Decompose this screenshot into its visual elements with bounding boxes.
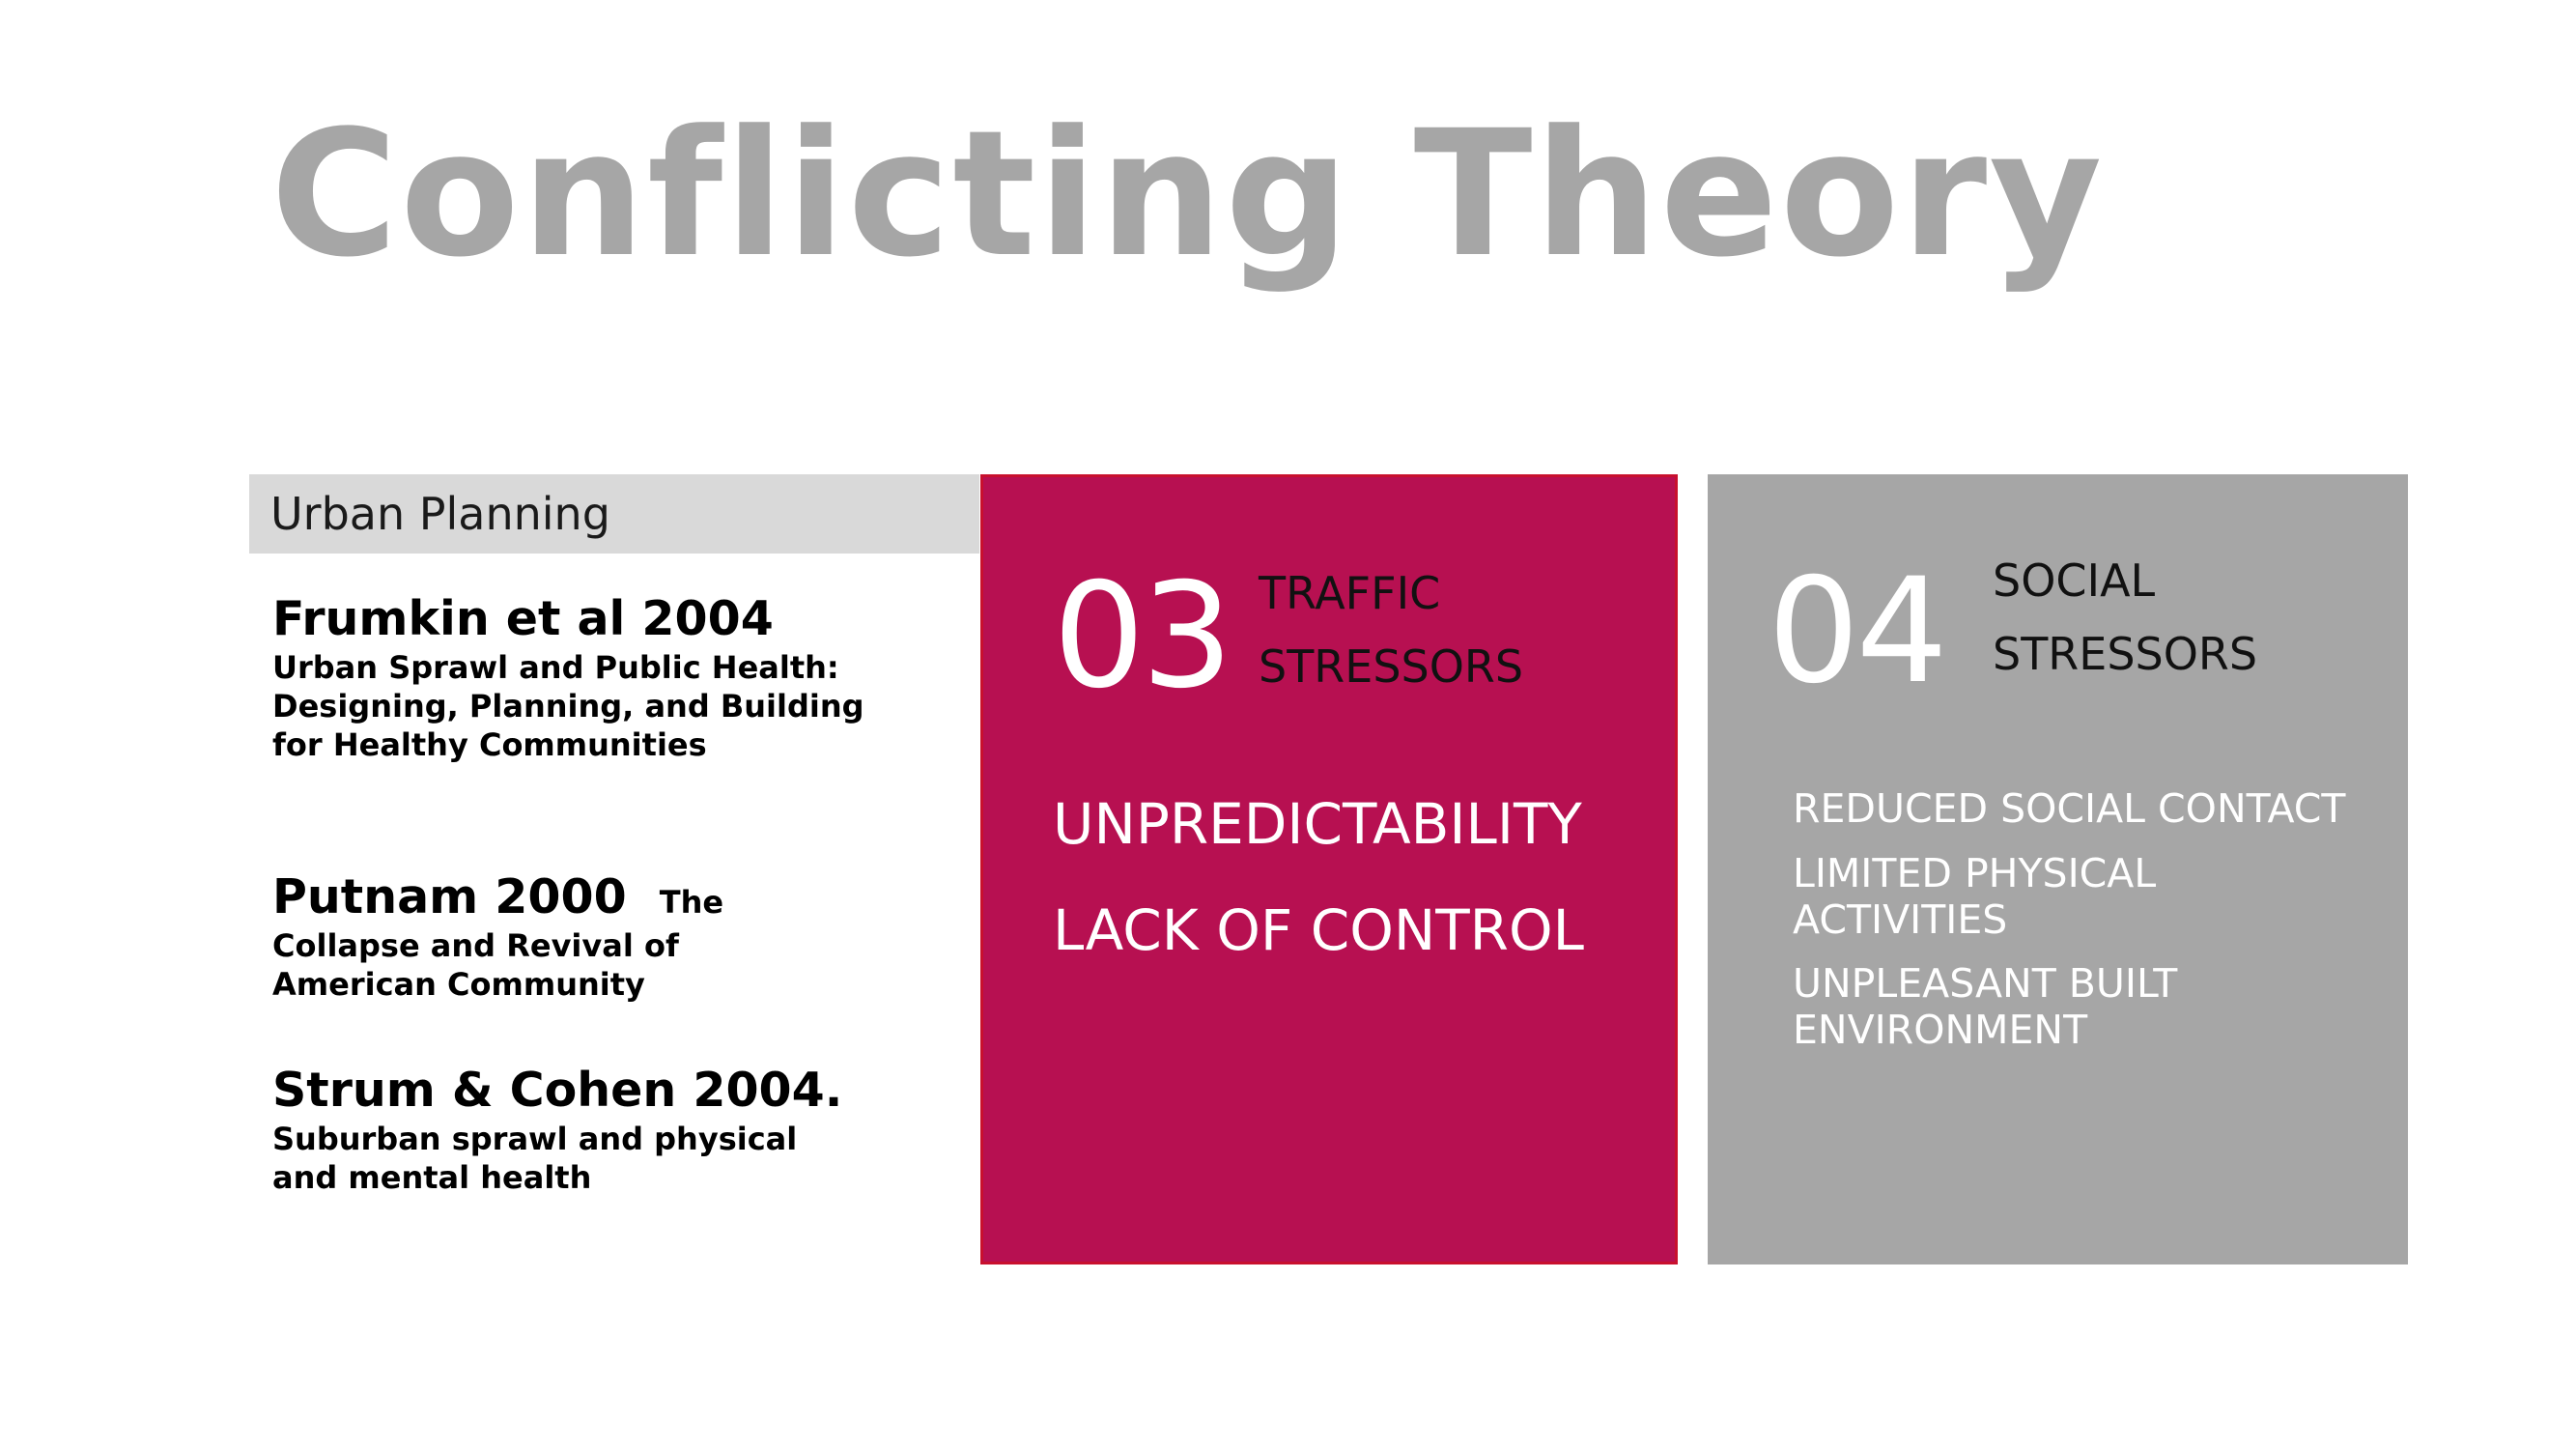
page-title: Conflicting Theory xyxy=(270,94,2105,296)
stressor-item: LIMITED PHYSICAL ACTIVITIES xyxy=(1793,850,2157,943)
reference-frumkin: Frumkin et al 2004 Urban Sprawl and Publ… xyxy=(272,591,929,764)
box-number: 03 xyxy=(1053,553,1233,721)
social-stressors-box: 04 SOCIAL STRESSORS REDUCED SOCIAL CONTA… xyxy=(1708,474,2408,1264)
reference-head: Frumkin et al 2004 xyxy=(272,591,774,646)
box-title: TRAFFIC STRESSORS xyxy=(1259,567,1524,693)
stressor-item: UNPREDICTABILITY xyxy=(1053,791,1582,857)
reference-sub: Suburban sprawl and physical and mental … xyxy=(272,1120,798,1196)
section-label: Urban Planning xyxy=(270,488,610,540)
reference-inline-sub: The xyxy=(659,884,724,921)
stressor-item: LACK OF CONTROL xyxy=(1053,897,1584,963)
reference-sub: Urban Sprawl and Public Health: Designin… xyxy=(272,648,864,763)
stressor-item: REDUCED SOCIAL CONTACT xyxy=(1793,785,2346,832)
reference-head: Putnam 2000 The xyxy=(272,869,929,926)
box-title: SOCIAL STRESSORS xyxy=(1993,554,2258,680)
box-number: 04 xyxy=(1768,548,1948,716)
traffic-stressors-box: 03 TRAFFIC STRESSORS UNPREDICTABILITY LA… xyxy=(980,474,1678,1264)
reference-head: Strum & Cohen 2004. xyxy=(272,1063,843,1118)
reference-putnam: Putnam 2000 The Collapse and Revival of … xyxy=(272,869,929,1004)
reference-sub: Collapse and Revival of American Communi… xyxy=(272,926,679,1003)
stressor-item: UNPLEASANT BUILT ENVIRONMENT xyxy=(1793,960,2178,1053)
reference-head-text: Putnam 2000 xyxy=(272,869,627,924)
reference-strum-cohen: Strum & Cohen 2004. Suburban sprawl and … xyxy=(272,1063,929,1197)
section-header-bar: Urban Planning xyxy=(249,474,979,554)
